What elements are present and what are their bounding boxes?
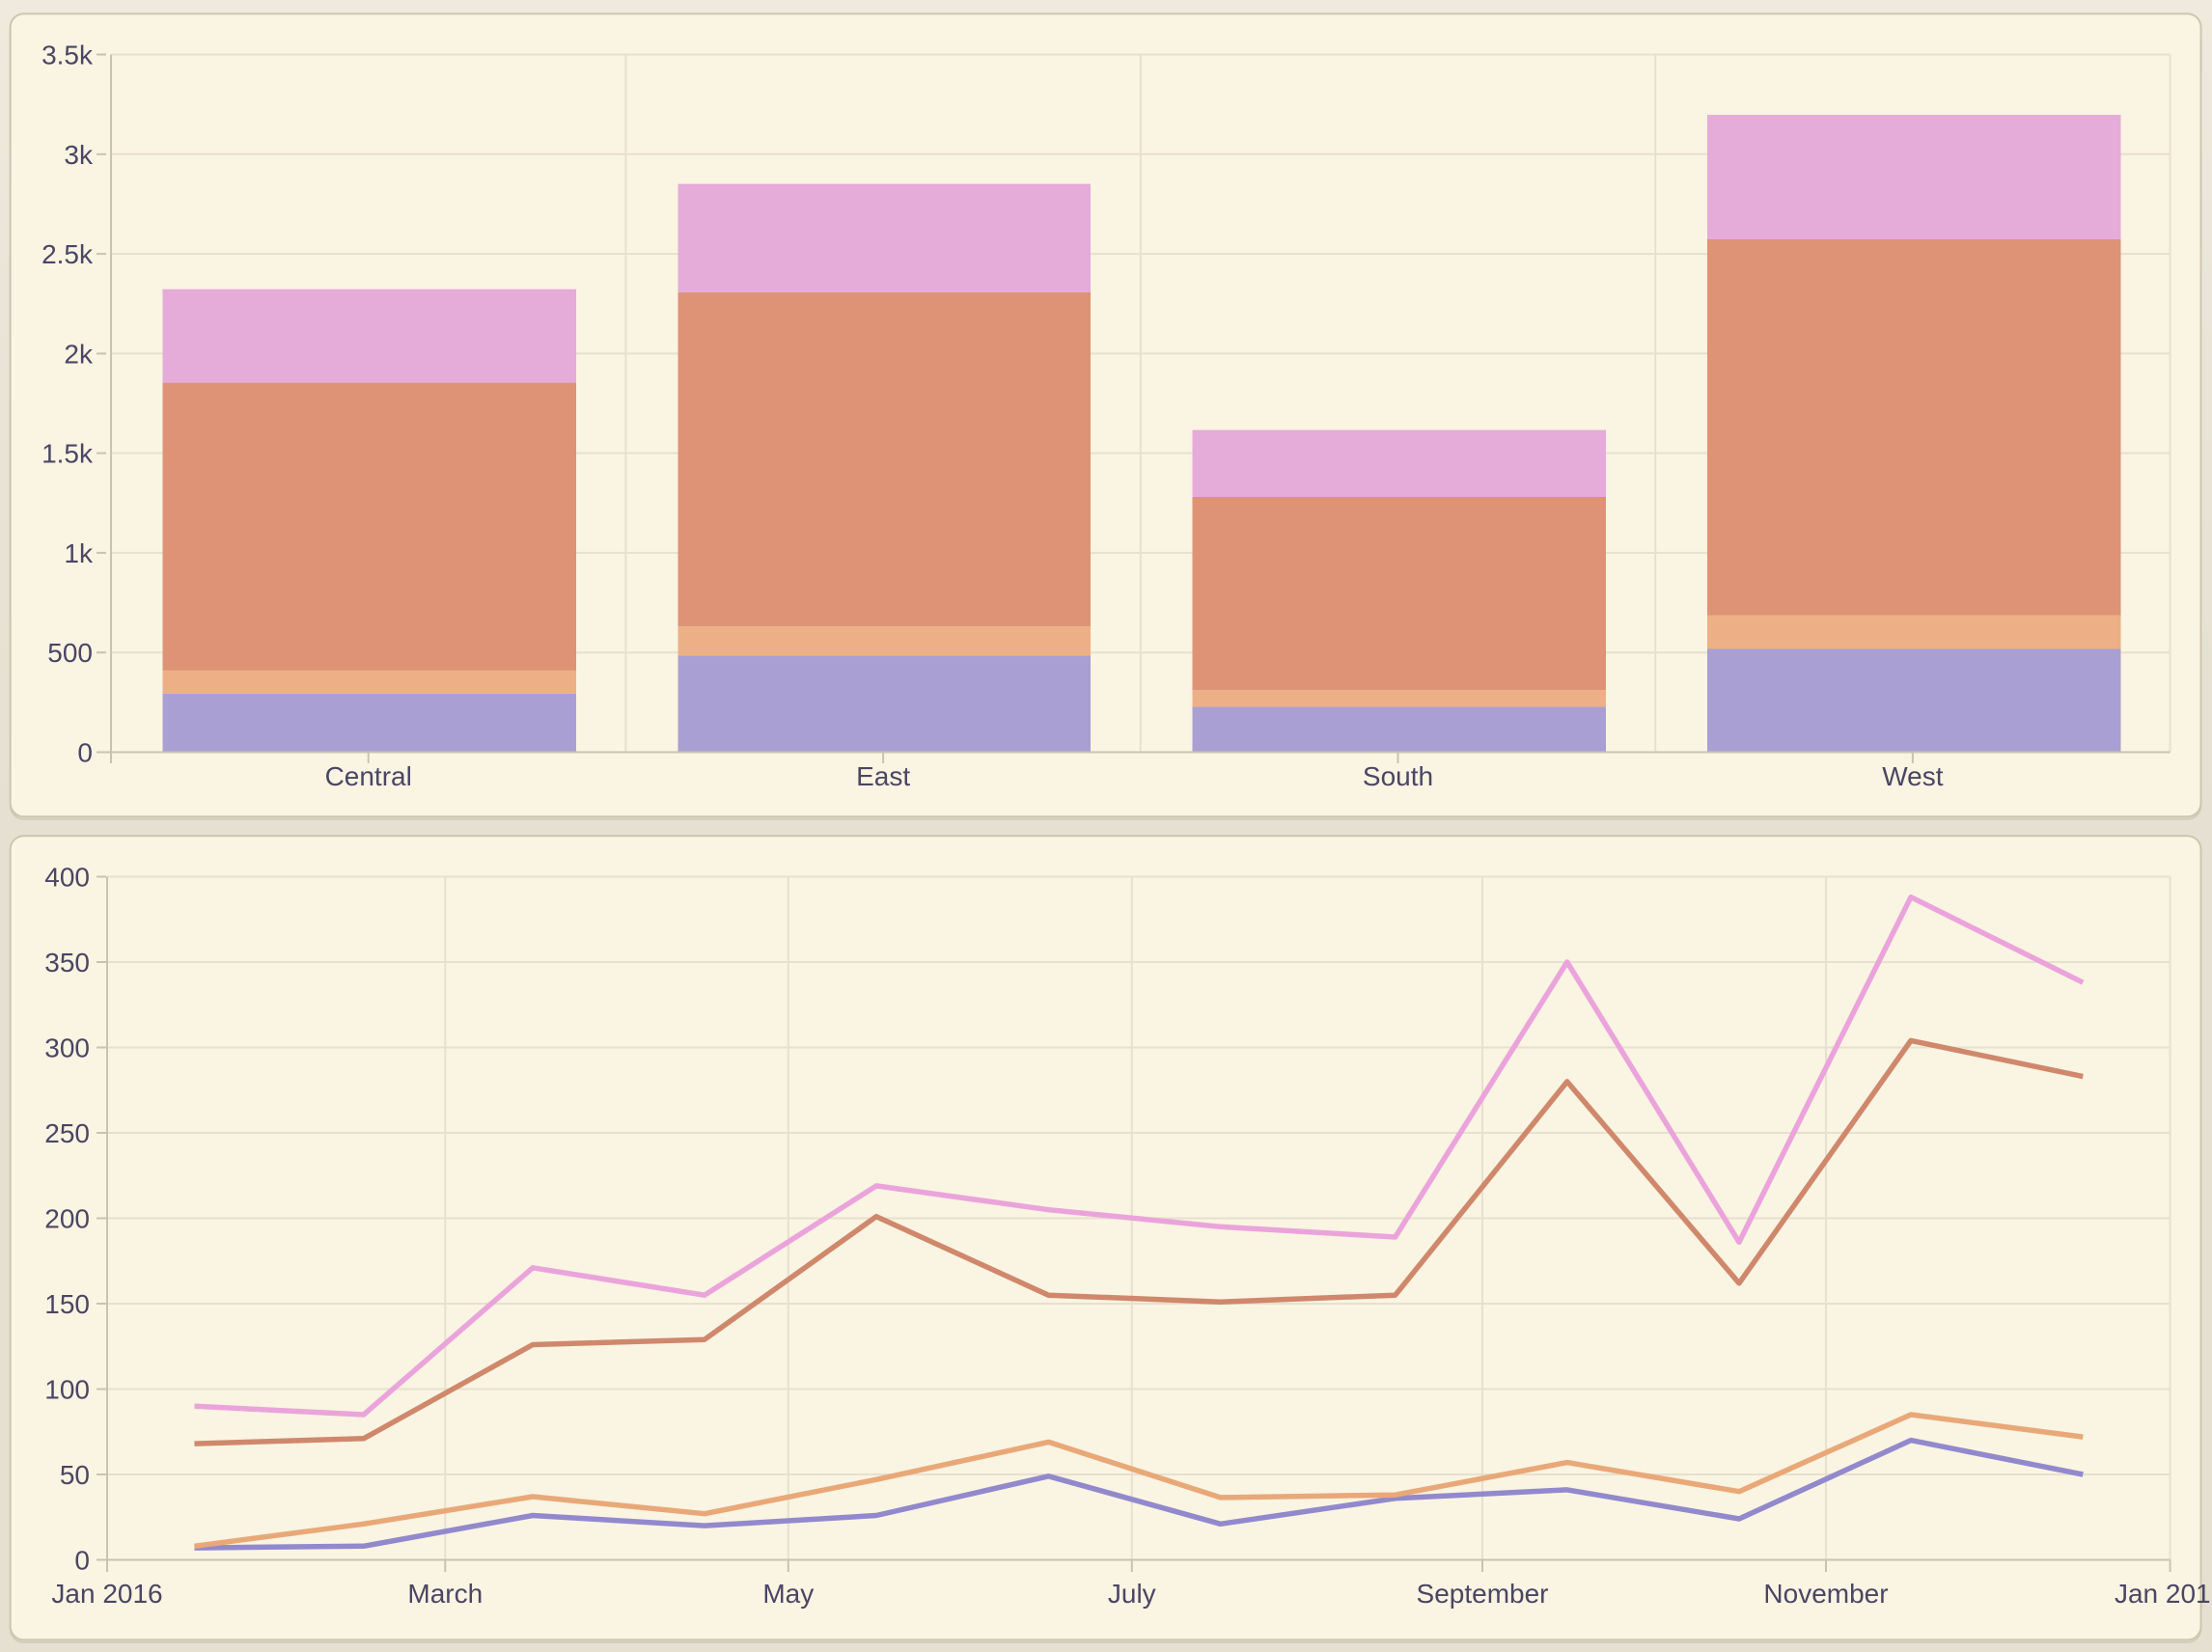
svg-text:3k: 3k xyxy=(64,140,94,170)
svg-text:400: 400 xyxy=(44,863,90,893)
svg-text:100: 100 xyxy=(44,1375,90,1405)
svg-text:November: November xyxy=(1763,1579,1888,1609)
svg-text:Jan 2017: Jan 2017 xyxy=(2115,1579,2212,1609)
svg-text:50: 50 xyxy=(60,1460,90,1490)
svg-text:South: South xyxy=(1363,761,1433,791)
svg-text:2k: 2k xyxy=(64,339,94,369)
svg-text:500: 500 xyxy=(47,638,93,668)
svg-text:March: March xyxy=(407,1579,483,1609)
svg-text:150: 150 xyxy=(44,1289,90,1319)
svg-text:1.5k: 1.5k xyxy=(41,439,94,469)
svg-text:0: 0 xyxy=(77,738,93,768)
svg-text:Central: Central xyxy=(325,761,412,791)
svg-text:250: 250 xyxy=(44,1118,90,1148)
svg-text:1k: 1k xyxy=(64,538,94,568)
svg-text:0: 0 xyxy=(74,1546,90,1576)
svg-text:May: May xyxy=(762,1579,814,1609)
svg-text:3.5k: 3.5k xyxy=(41,41,94,70)
svg-text:July: July xyxy=(1108,1579,1156,1609)
svg-text:2.5k: 2.5k xyxy=(41,239,94,269)
svg-text:Jan 2016: Jan 2016 xyxy=(51,1579,162,1609)
svg-text:East: East xyxy=(856,761,910,791)
svg-text:350: 350 xyxy=(44,948,90,977)
svg-text:September: September xyxy=(1417,1579,1549,1609)
svg-text:200: 200 xyxy=(44,1204,90,1234)
svg-text:300: 300 xyxy=(44,1033,90,1063)
svg-text:West: West xyxy=(1882,761,1943,791)
